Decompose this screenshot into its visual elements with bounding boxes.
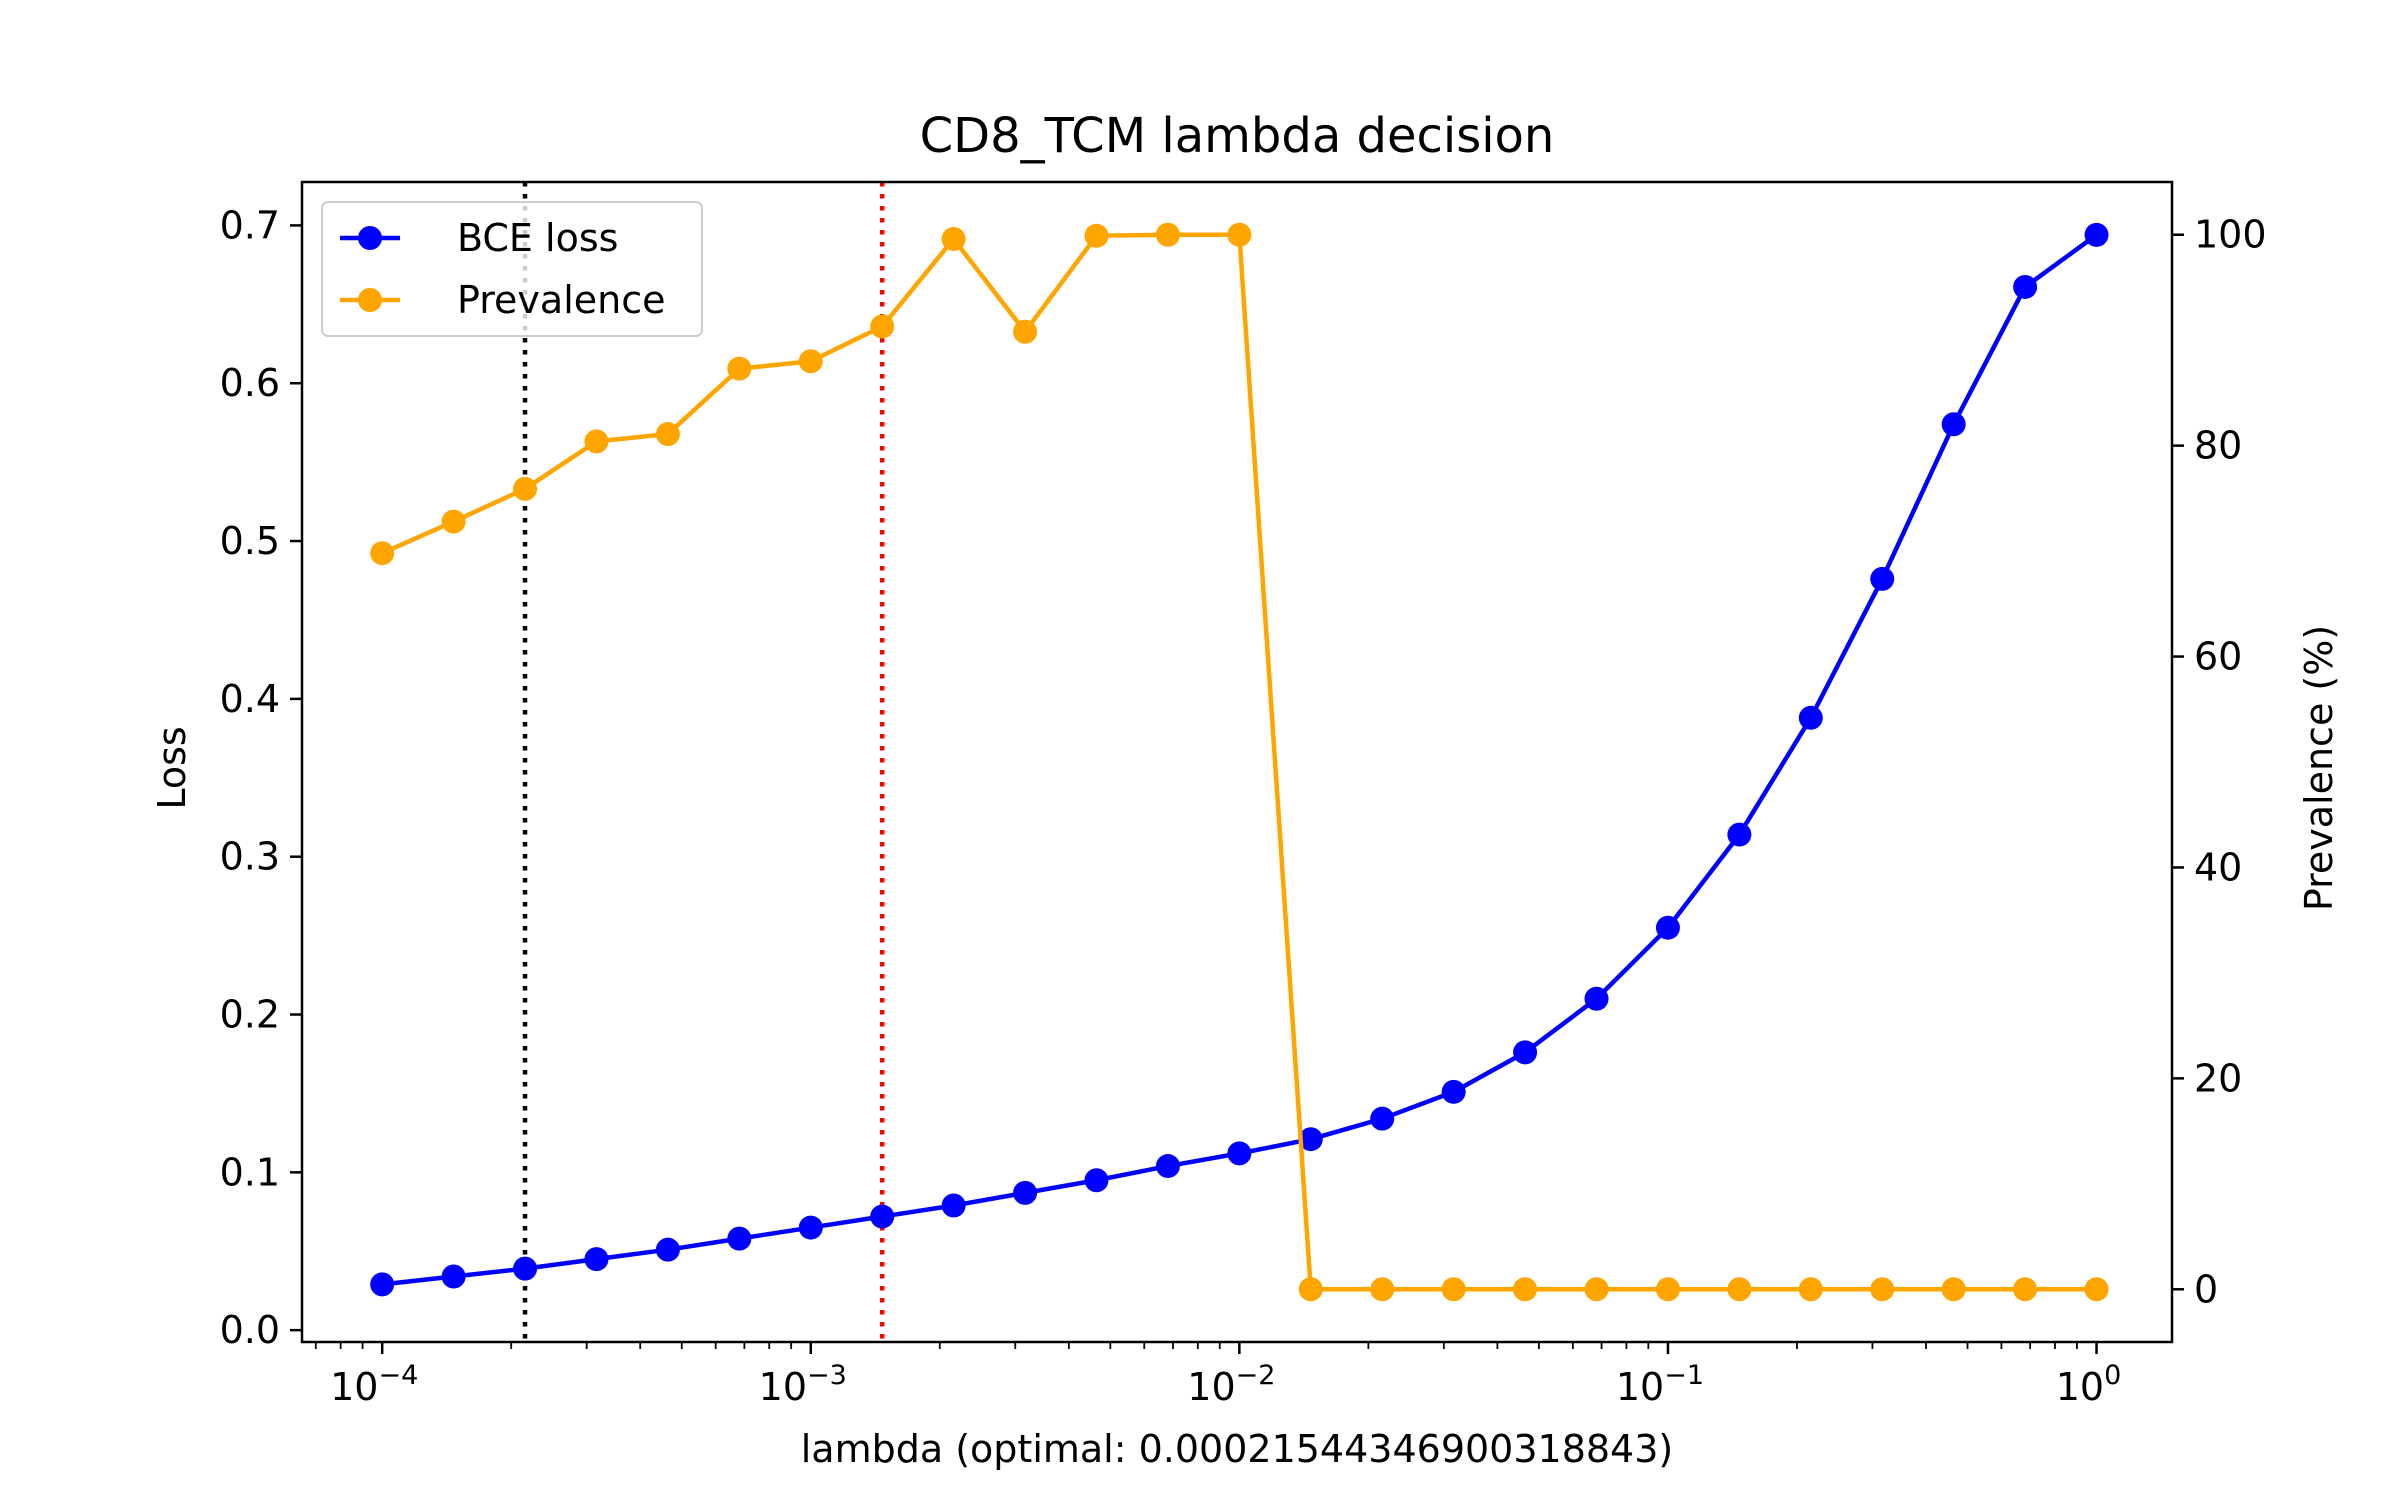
series-0-point [941,1193,966,1218]
series-1-point [2013,1277,2038,1302]
series-0-point [1084,1168,1109,1193]
series-1-point [727,356,752,381]
series-0-point [1298,1127,1323,1152]
series-0-point [584,1247,609,1272]
legend-label: Prevalence [457,278,665,322]
series-0-point [1013,1180,1038,1205]
series-1-point [1298,1277,1323,1302]
series-1-point [1155,222,1180,247]
y-left-tick-label: 0.2 [220,993,280,1037]
series-1-point [1013,319,1038,344]
x-tick-label: 10−1 [1616,1360,1704,1409]
series-1-point [584,429,609,454]
series-1-point [1941,1277,1966,1302]
y-right-tick-label: 40 [2194,845,2242,889]
y-right-tick-label: 80 [2194,424,2242,468]
x-axis-label: lambda (optimal: 0.00021544346900318843) [801,1427,1673,1471]
plot-area: 10−4 10−3 10−2 10−1 100 0.0 0.1 0.2 0.3 0.4 0.5 0.6… [220,180,2267,1409]
series-1-point [513,476,538,501]
series-0-point [370,1272,395,1297]
y-right-tick-label: 0 [2194,1267,2218,1311]
series-0-point [1441,1079,1466,1104]
series-1-point [370,541,395,566]
y-left-tick-label: 0.0 [220,1308,280,1352]
y-right-tick-label: 20 [2194,1056,2242,1100]
series-1-point [941,226,966,251]
y-left-tick-label: 0.3 [220,835,280,879]
y-right-tick-label: 60 [2194,635,2242,679]
x-tick-label: 100 [2056,1360,2122,1409]
series-1-point [1798,1277,1823,1302]
series-1-point [870,314,895,339]
series-1-point [1870,1277,1895,1302]
series-1-point [2084,1277,2109,1302]
series-0-point [870,1204,895,1229]
series-0-point [798,1215,823,1240]
series-1-point [798,349,823,374]
series-1-point [1584,1277,1609,1302]
plot-frame [300,180,2174,1344]
y-left-tick-label: 0.5 [220,519,280,563]
series-1-point [1227,222,1252,247]
series-0-point [1941,412,1966,437]
y-axis-left-label: Loss [150,726,194,809]
series-0-point [1513,1040,1538,1065]
series-0-point [2084,222,2109,247]
y-left-tick-label: 0.7 [220,203,280,247]
y-left-tick-label: 0.1 [220,1150,280,1194]
legend-marker [358,226,382,250]
series-1-point [655,422,680,447]
series-0-point [1370,1106,1395,1131]
x-tick-label: 10−2 [1187,1360,1275,1409]
series-1-point [1727,1277,1752,1302]
x-tick-label: 10−4 [330,1360,418,1409]
y-axis-right-label: Prevalence (%) [2297,625,2341,911]
series-0-point [727,1226,752,1251]
series-0-point [1798,705,1823,730]
series-0-point [1727,822,1752,847]
legend-box [321,201,703,337]
y-left-tick-label: 0.6 [220,361,280,405]
series-1-point [441,509,466,534]
chart-title: CD8_TCM lambda decision [920,108,1555,164]
series-1-point [1655,1277,1680,1302]
series-1-point [1441,1277,1466,1302]
series-0-point [513,1256,538,1281]
series-0-point [1870,566,1895,591]
series-0-point [1227,1141,1252,1166]
y-right-tick-label: 100 [2194,213,2267,257]
series-0-point [2013,274,2038,299]
series-1-point [1084,223,1109,248]
x-tick-label: 10−3 [759,1360,847,1409]
series-0-point [1655,915,1680,940]
legend-marker [358,288,382,312]
series-1-point [1370,1277,1395,1302]
series-1-point [1513,1277,1538,1302]
series-0-point [1584,986,1609,1011]
y-left-tick-label: 0.4 [220,677,280,721]
series-0-point [655,1237,680,1262]
series-0-point [441,1264,466,1289]
series-0-point [1155,1154,1180,1179]
legend-label: BCE loss [457,216,618,260]
